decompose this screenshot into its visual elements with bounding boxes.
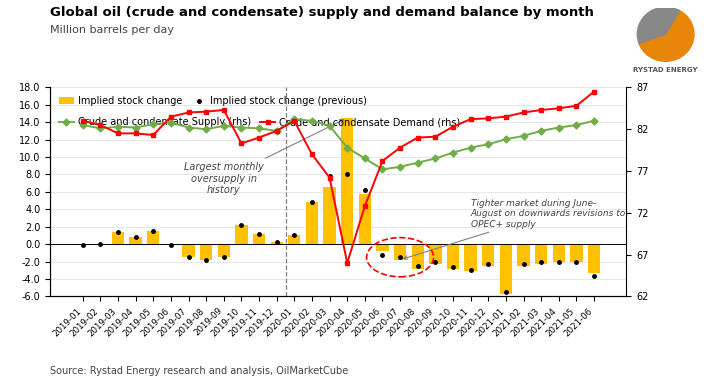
Bar — [147, 231, 159, 244]
Text: Million barrels per day: Million barrels per day — [50, 25, 174, 35]
Text: Global oil (crude and condensate) supply and demand balance by month: Global oil (crude and condensate) supply… — [50, 6, 594, 19]
Bar — [500, 244, 512, 294]
Bar — [464, 244, 477, 271]
Bar — [482, 244, 495, 266]
Bar — [112, 232, 124, 244]
Text: Tighter market during June-
August on downwards revisions to
OPEC+ supply: Tighter market during June- August on do… — [404, 199, 626, 259]
Bar — [323, 187, 336, 244]
Bar — [235, 225, 248, 244]
Text: RYSTAD ENERGY: RYSTAD ENERGY — [634, 67, 698, 73]
Bar — [288, 236, 300, 244]
Bar — [394, 244, 406, 260]
Bar — [165, 244, 177, 245]
Text: Source: Rystad Energy research and analysis, OilMarketCube: Source: Rystad Energy research and analy… — [50, 366, 348, 376]
Bar — [306, 202, 318, 244]
Bar — [200, 244, 212, 260]
Text: Largest monthly
oversupply in
history: Largest monthly oversupply in history — [184, 120, 343, 195]
Bar — [130, 237, 142, 244]
Bar — [570, 244, 582, 263]
Bar — [588, 244, 600, 273]
Circle shape — [636, 5, 696, 63]
Bar — [377, 244, 389, 251]
Bar — [341, 118, 354, 244]
Bar — [271, 242, 283, 244]
Wedge shape — [636, 5, 680, 44]
Bar — [359, 194, 371, 244]
Bar — [217, 244, 230, 257]
Bar — [553, 244, 565, 263]
Bar — [518, 244, 530, 266]
Bar — [76, 244, 89, 245]
Bar — [535, 244, 547, 264]
Bar — [182, 244, 194, 257]
Bar — [447, 244, 459, 269]
Bar — [412, 244, 424, 269]
Bar — [253, 234, 265, 244]
Legend: Crude and condensate Supply (rhs), Crude and condensate Demand (rhs): Crude and condensate Supply (rhs), Crude… — [55, 113, 464, 131]
Bar — [429, 244, 441, 264]
